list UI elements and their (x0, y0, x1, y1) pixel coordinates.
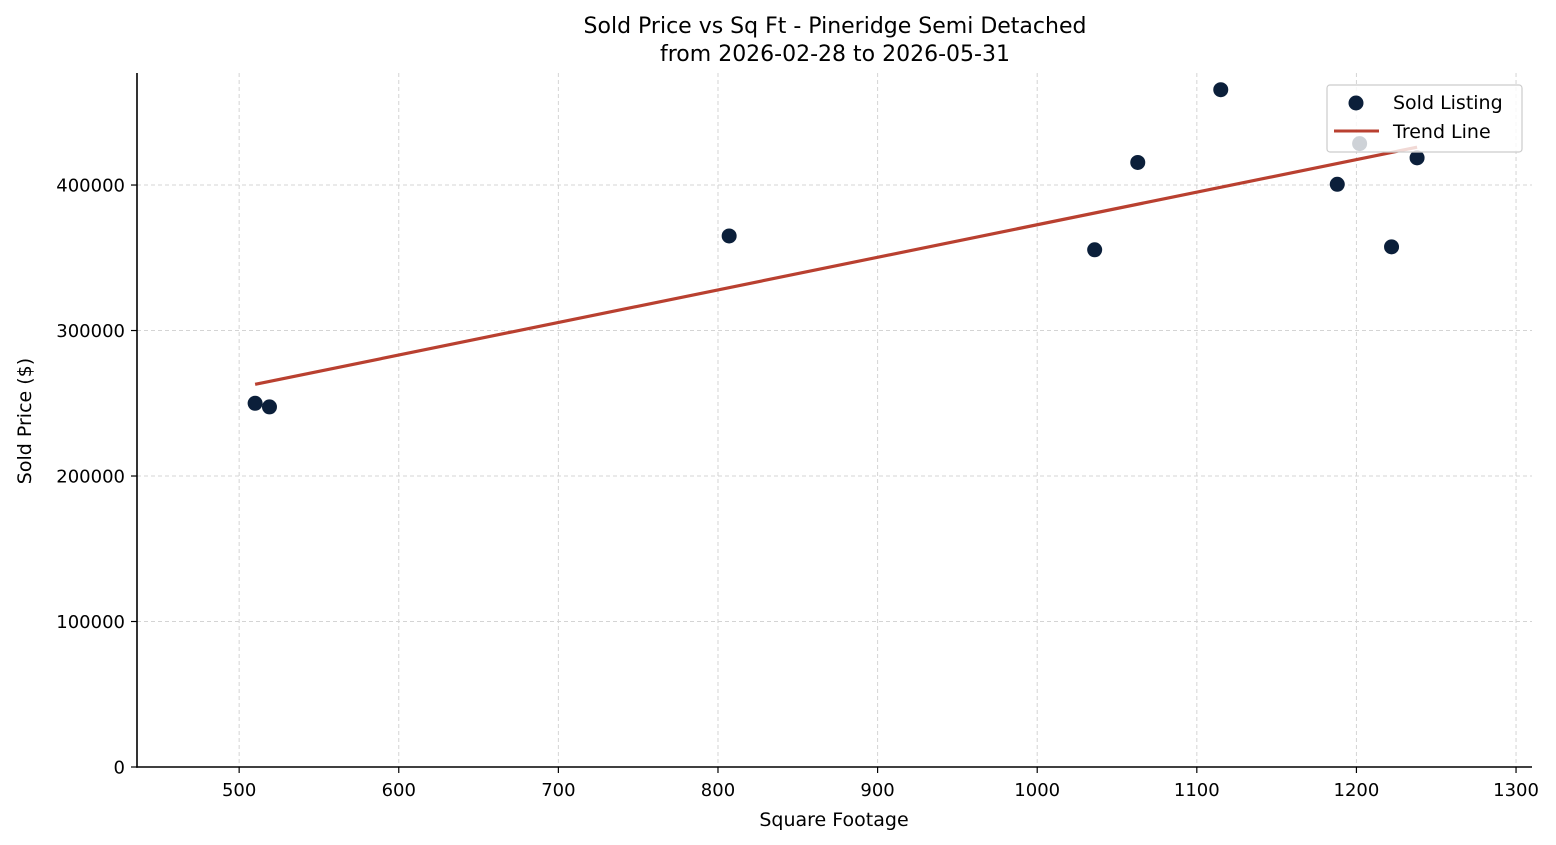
y-tick-label: 300000 (56, 321, 125, 342)
data-point (1130, 154, 1146, 170)
y-tick-label: 100000 (56, 612, 125, 633)
trend-line (254, 145, 1418, 386)
x-tick-label: 1000 (1014, 780, 1060, 801)
x-tick-label: 1200 (1334, 780, 1380, 801)
data-point (721, 228, 737, 244)
data-point (1384, 239, 1400, 255)
legend-box (1326, 84, 1523, 153)
grid (137, 73, 1532, 768)
x-tick-label: 900 (860, 780, 894, 801)
x-tick-label: 500 (222, 780, 256, 801)
ticks: 500 600 700 800 900 1000 1100 1200 1300 0 100000 20… (56, 176, 1539, 801)
legend: Sold Listing Trend Line (1326, 84, 1523, 153)
y-tick-label: 0 (114, 758, 125, 779)
y-tick-label: 200000 (56, 467, 125, 488)
x-axis-label: Square Footage (759, 809, 908, 831)
data-point (1213, 82, 1229, 98)
data-point (1087, 242, 1103, 258)
data-point (1329, 176, 1345, 192)
y-axis-label: Sold Price ($) (14, 358, 36, 484)
x-tick-label: 800 (701, 780, 735, 801)
data-point (261, 399, 277, 415)
x-tick-label: 1100 (1174, 780, 1220, 801)
legend-marker-sold-listing (1348, 95, 1364, 111)
axes (136, 73, 1532, 768)
y-tick-label: 400000 (56, 176, 125, 197)
data-point (247, 395, 263, 411)
chart-title: Sold Price vs Sq Ft - Pineridge Semi Det… (584, 14, 1087, 39)
x-tick-label: 700 (541, 780, 575, 801)
x-tick-label: 1300 (1493, 780, 1539, 801)
data-point (1409, 150, 1425, 166)
legend-label-sold-listing: Sold Listing (1393, 92, 1503, 114)
legend-label-trend-line: Trend Line (1392, 121, 1491, 143)
points-layer (247, 82, 1425, 415)
trend-line-layer (254, 145, 1418, 386)
chart-subtitle: from 2026-02-28 to 2026-05-31 (660, 42, 1010, 67)
x-tick-label: 600 (382, 780, 416, 801)
